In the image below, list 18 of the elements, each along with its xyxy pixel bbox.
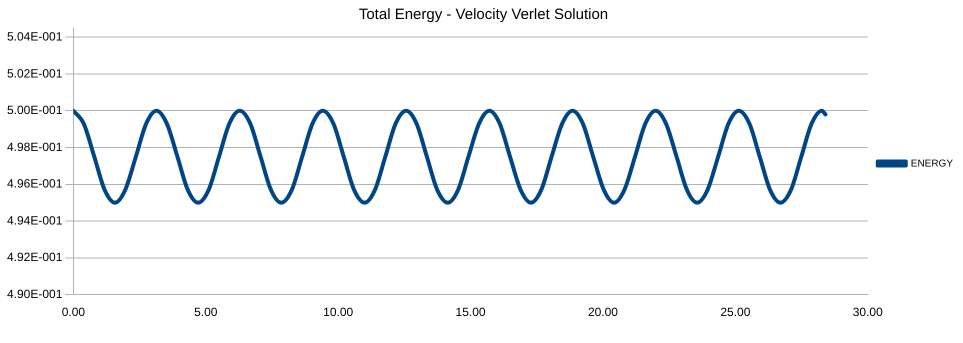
x-tick-label: 25.00 [720,305,751,320]
y-tick-label: 5.00E-001 [6,103,63,118]
chart-title: Total Energy - Velocity Verlet Solution [358,6,608,24]
x-tick-label: 30.00 [852,305,884,320]
y-tick-label: 4.98E-001 [6,140,63,154]
x-tick-label: 0.00 [62,305,86,320]
y-tick-label: 4.96E-001 [6,176,63,191]
y-tick-label: 4.90E-001 [6,286,63,301]
x-tick-label: 5.00 [194,305,218,320]
x-tick-label: 20.00 [588,305,618,320]
x-tick-label: 15.00 [456,305,486,320]
x-tick-label: 10.00 [323,305,354,320]
y-tick-label: 4.92E-001 [6,250,63,264]
y-tick-label: 5.04E-001 [6,30,63,44]
line-series [73,108,828,205]
y-tick-label: 4.94E-001 [6,213,63,228]
legend-label: ENERGY [910,158,954,170]
y-tick-label: 5.02E-001 [6,66,63,80]
